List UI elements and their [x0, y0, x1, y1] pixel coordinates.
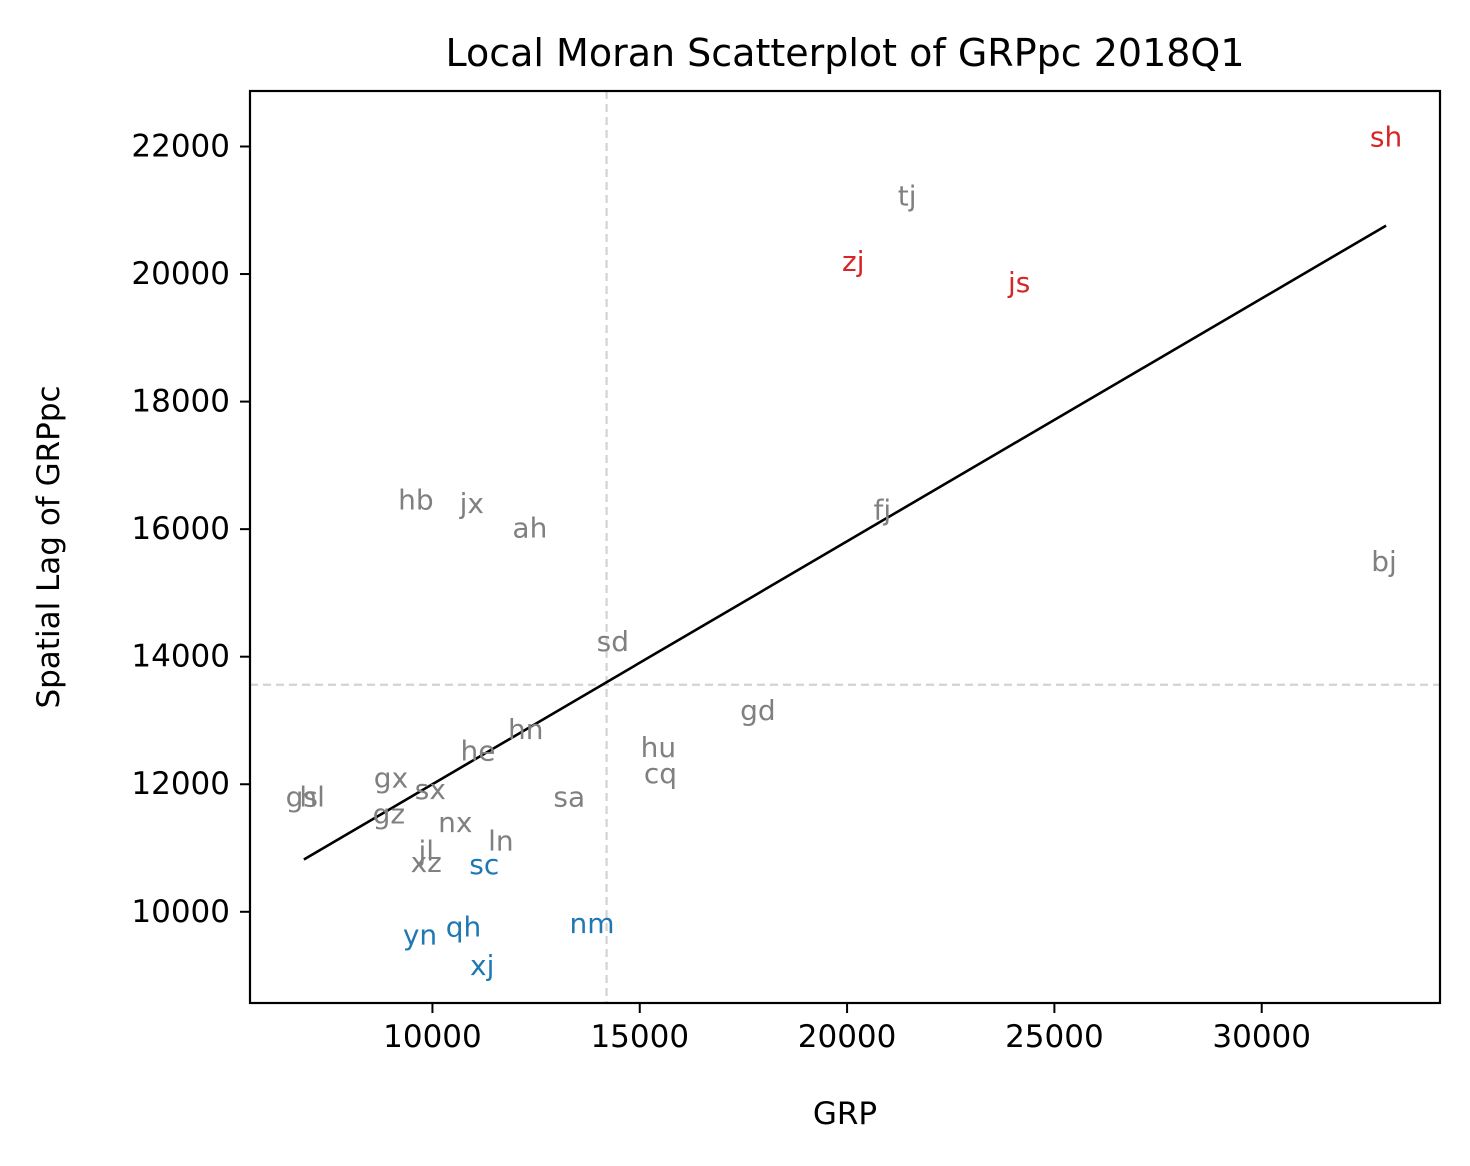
point-label-jl: jl	[417, 835, 434, 868]
point-label-jx: jx	[459, 487, 484, 520]
chart-title: Local Moran Scatterplot of GRPpc 2018Q1	[445, 31, 1244, 75]
point-label-gz: gz	[373, 798, 405, 831]
y-tick-label: 18000	[131, 384, 230, 420]
y-tick-label: 22000	[131, 128, 230, 164]
x-tick-label: 10000	[383, 1019, 482, 1055]
point-label-zj: zj	[842, 245, 864, 278]
point-label-sc: sc	[469, 848, 499, 881]
point-label-xz: xz	[411, 846, 442, 879]
y-axis: 10000 12000 14000 16000 18000 20000 22000	[131, 128, 250, 930]
x-axis: 10000 15000 20000 25000 30000	[383, 1003, 1311, 1055]
y-axis-label: Spatial Lag of GRPpc	[31, 385, 67, 708]
mean-reference-lines	[250, 91, 1440, 1003]
point-label-sa: sa	[553, 781, 585, 814]
point-label-hu: hu	[641, 731, 677, 764]
point-label-ah: ah	[512, 511, 547, 544]
point-label-bj: bj	[1371, 545, 1397, 578]
point-label-qh: qh	[446, 911, 482, 944]
x-axis-label: GRP	[813, 1096, 877, 1132]
regression-line-layer	[303, 224, 1387, 861]
x-tick-label: 15000	[590, 1019, 689, 1055]
point-label-sx: sx	[415, 773, 446, 806]
point-label-he: he	[461, 735, 496, 768]
y-tick-label: 20000	[131, 256, 230, 292]
point-label-sd: sd	[597, 625, 629, 658]
y-tick-label: 14000	[131, 639, 230, 675]
point-label-sh: sh	[1370, 120, 1402, 153]
point-label-xj: xj	[470, 949, 494, 982]
point-label-fj: fj	[873, 494, 891, 527]
plot-frame	[248, 89, 1442, 1005]
point-label-yn: yn	[403, 918, 437, 951]
point-label-hn: hn	[508, 713, 544, 746]
x-tick-label: 20000	[798, 1019, 897, 1055]
x-tick-label: 30000	[1212, 1019, 1311, 1055]
point-label-tj: tj	[898, 180, 917, 213]
point-label-gs: gs	[286, 781, 318, 814]
y-tick-label: 10000	[131, 894, 230, 930]
point-label-cq: cq	[644, 757, 677, 790]
y-tick-label: 16000	[131, 511, 230, 547]
regression-line	[303, 224, 1387, 861]
point-label-nx: nx	[438, 806, 472, 839]
point-label-hl: hl	[299, 781, 325, 814]
point-label-js: js	[1007, 266, 1030, 299]
point-label-nm: nm	[570, 907, 615, 940]
y-tick-label: 12000	[131, 766, 230, 802]
point-label-ln: ln	[488, 825, 514, 858]
point-label-gd: gd	[740, 694, 776, 727]
point-label-gx: gx	[374, 761, 408, 794]
point-label-hb: hb	[398, 483, 434, 516]
x-tick-label: 25000	[1005, 1019, 1104, 1055]
